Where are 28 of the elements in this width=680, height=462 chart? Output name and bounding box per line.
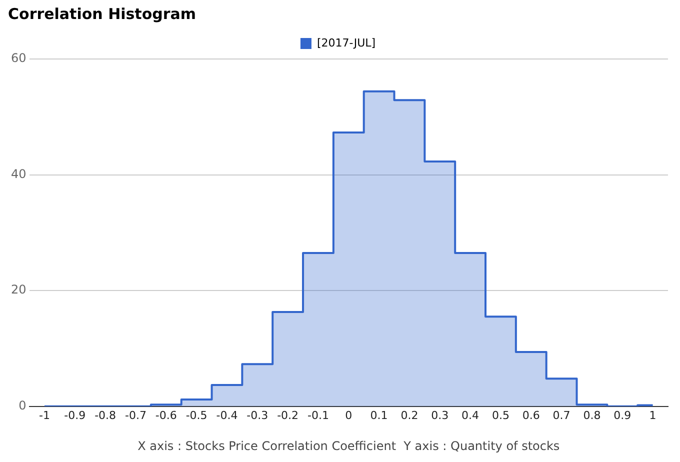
x-tick-label: 0.9 bbox=[614, 408, 632, 422]
x-tick-label: 0.6 bbox=[522, 408, 540, 422]
y-tick-label: 40 bbox=[10, 166, 26, 181]
x-tick-label: 0.8 bbox=[583, 408, 601, 422]
x-tick-label: -0.7 bbox=[124, 408, 146, 422]
y-tick-label: 0 bbox=[18, 398, 26, 413]
x-tick-label: 0 bbox=[345, 408, 352, 422]
x-tick-label: 1 bbox=[649, 408, 656, 422]
legend-label: [2017-JUL] bbox=[316, 36, 376, 50]
x-tick-label: 0.5 bbox=[492, 408, 510, 422]
y-tick-label: 60 bbox=[10, 51, 26, 66]
x-tick-label: 0.3 bbox=[431, 408, 449, 422]
x-tick-label: 0.2 bbox=[400, 408, 418, 422]
chart-title: Correlation Histogram bbox=[8, 4, 196, 23]
x-tick-label: 0.7 bbox=[552, 408, 570, 422]
x-tick-label: -1 bbox=[38, 408, 50, 422]
x-tick-label: -0.2 bbox=[277, 408, 299, 422]
x-tick-label: -0.1 bbox=[307, 408, 329, 422]
y-tick-label: 20 bbox=[10, 282, 26, 297]
x-axis-title: X axis : Stocks Price Correlation Coefficient Y axis : Quantity of stocks bbox=[138, 438, 560, 453]
x-tick-label: 0.1 bbox=[370, 408, 388, 422]
x-tick-label: -0.3 bbox=[246, 408, 268, 422]
x-tick-label: -0.5 bbox=[186, 408, 208, 422]
x-tick-label: -0.4 bbox=[216, 408, 238, 422]
x-tick-label: -0.9 bbox=[64, 408, 86, 422]
x-tick-label: -0.6 bbox=[155, 408, 177, 422]
x-tick-label: -0.8 bbox=[94, 408, 116, 422]
x-tick-label: 0.4 bbox=[462, 408, 480, 422]
